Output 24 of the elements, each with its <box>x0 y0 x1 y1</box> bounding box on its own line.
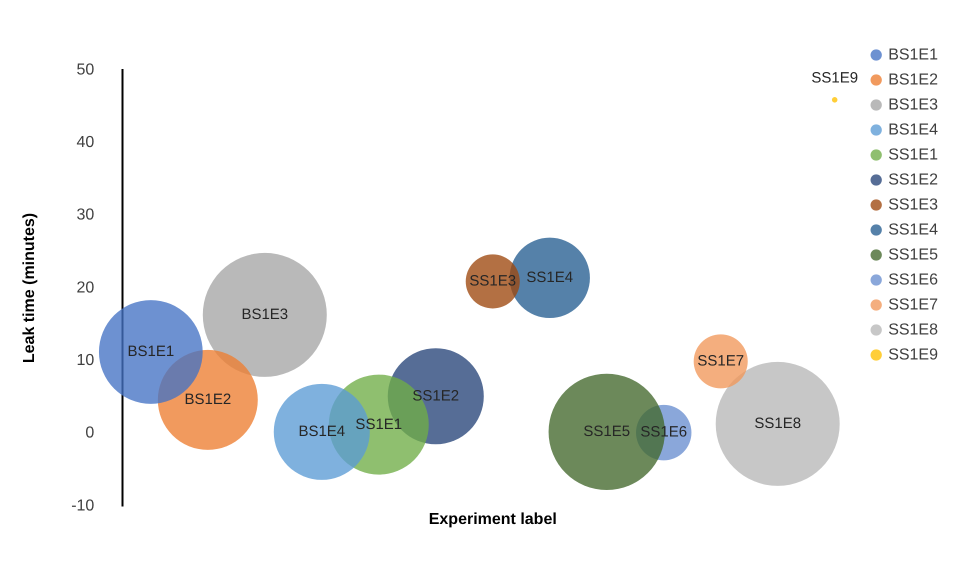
legend-label: BS1E3 <box>888 96 938 114</box>
legend-label: SS1E3 <box>888 196 938 214</box>
legend-label: SS1E5 <box>888 246 938 264</box>
x-axis-title: Experiment label <box>428 511 557 528</box>
y-tick-label: 0 <box>85 424 94 442</box>
legend-label: SS1E1 <box>888 146 938 164</box>
y-tick-label: 40 <box>76 134 94 152</box>
x-tick-label: BS1E4 <box>298 423 346 440</box>
legend-label: BS1E2 <box>888 71 938 88</box>
legend-label: SS1E8 <box>888 321 938 338</box>
legend-label: SS1E7 <box>888 296 938 314</box>
x-tick-label: SS1E8 <box>754 415 802 432</box>
legend-label: BS1E1 <box>888 46 938 64</box>
x-tick-label: SS1E1 <box>355 416 402 433</box>
legend-label: SS1E4 <box>888 221 938 238</box>
y-tick-label: -10 <box>71 497 94 514</box>
legend-label: SS1E2 <box>888 171 938 188</box>
y-tick-label: 10 <box>76 352 94 370</box>
y-tick-label: 20 <box>76 279 94 296</box>
x-tick-label: SS1E5 <box>583 423 630 440</box>
y-axis-title: Leak time (minutes) <box>21 212 38 364</box>
y-tick-label: 30 <box>76 206 94 224</box>
legend-label: BS1E4 <box>888 121 938 138</box>
y-tick-label: 50 <box>76 61 94 78</box>
